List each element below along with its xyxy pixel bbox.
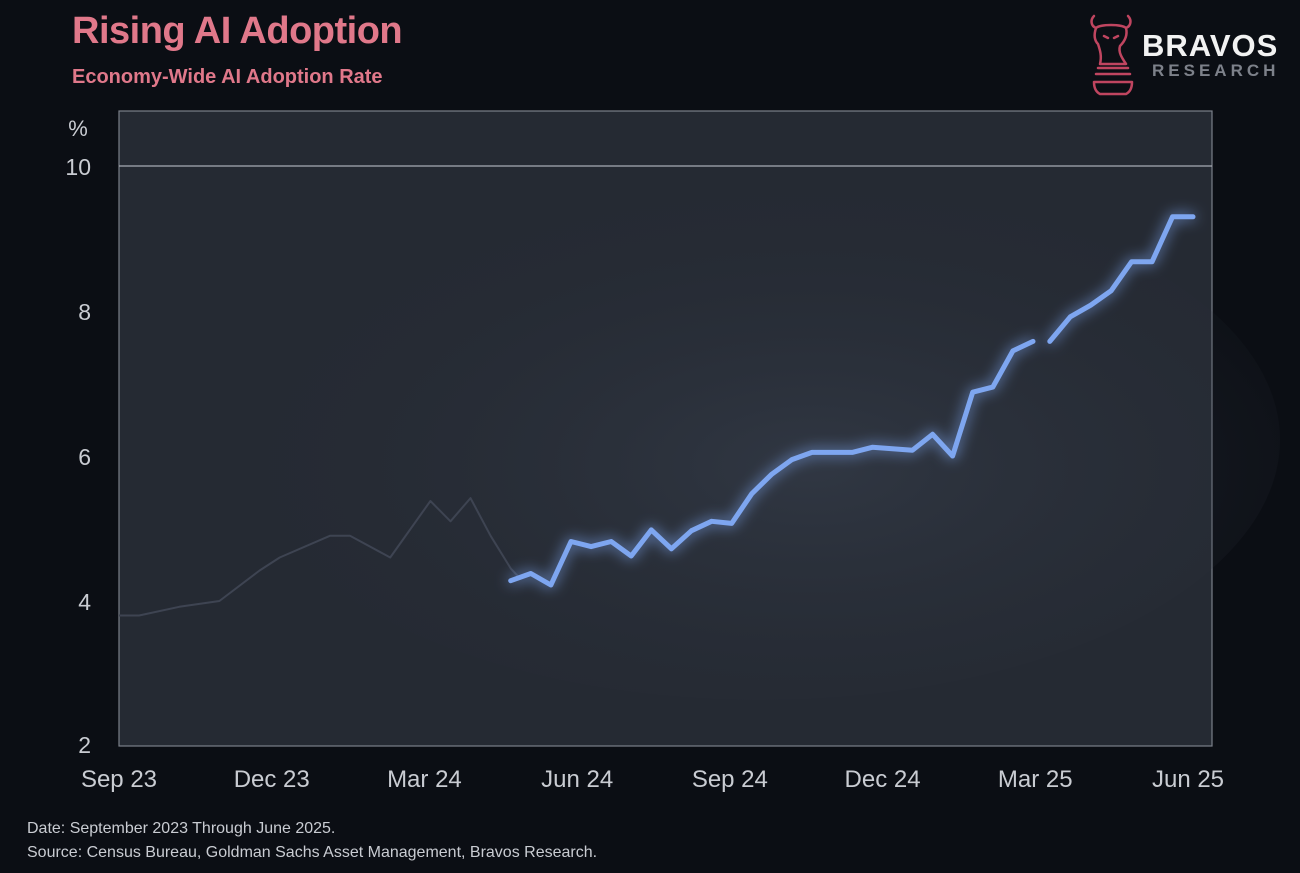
date-note: Date: September 2023 Through June 2025. [27, 820, 336, 837]
series-line-faded [119, 497, 522, 617]
x-tick-label: Mar 25 [998, 766, 1073, 793]
x-tick-label: Jun 25 [1152, 766, 1224, 793]
bull-knight-icon [1090, 14, 1134, 96]
brand-name: BRAVOS [1142, 28, 1279, 63]
x-tick-label: Mar 24 [387, 766, 462, 793]
x-tick-label: Dec 24 [845, 766, 921, 793]
brand-subname: RESEARCH [1152, 61, 1280, 80]
plot-glow [240, 180, 1280, 700]
y-tick-label: 8 [78, 299, 91, 325]
x-tick-label: Dec 23 [234, 766, 310, 793]
y-tick-label: 4 [78, 589, 91, 615]
x-tick-label: Sep 23 [81, 766, 157, 793]
source-note: Source: Census Bureau, Goldman Sachs Ass… [27, 844, 598, 861]
y-tick-label: 2 [78, 732, 91, 758]
series-line-highlight [508, 338, 1036, 588]
brand-logo: BRAVOS RESEARCH [1088, 12, 1288, 96]
y-axis-unit-label: % [68, 116, 88, 141]
x-tick-label: Jun 24 [541, 766, 613, 793]
y-tick-label: 10 [65, 154, 91, 180]
y-tick-label: 6 [78, 444, 91, 470]
series-line-highlight [1047, 214, 1196, 344]
chart-title: Rising AI Adoption [72, 10, 403, 52]
x-tick-label: Sep 24 [692, 766, 768, 793]
chart-subtitle: Economy-Wide AI Adoption Rate [72, 66, 383, 88]
